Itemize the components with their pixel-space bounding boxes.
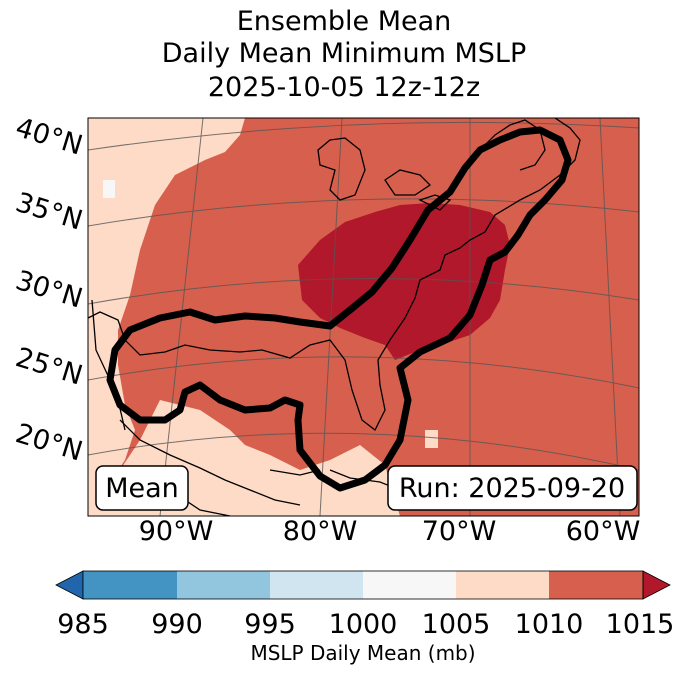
colorbar-extend-high: [642, 570, 671, 600]
colorbar-tick-995: 995: [244, 609, 296, 640]
lon-label-70: 70°W: [422, 516, 497, 547]
mean-box: Mean: [95, 465, 189, 511]
lat-label-25: 25°N: [12, 342, 86, 392]
colorbar-tick-1005: 1005: [422, 609, 491, 640]
colorbar-tick-990: 990: [151, 609, 203, 640]
map-area: [88, 118, 639, 516]
lon-label-90: 90°W: [139, 516, 214, 547]
field-1015: [298, 203, 510, 360]
colorbar-bin-1000-1005: [363, 571, 456, 599]
lat-label-35: 35°N: [12, 187, 86, 237]
title-line-2: Daily Mean Minimum MSLP: [161, 38, 527, 69]
colorbar-tick-1000: 1000: [329, 609, 398, 640]
colorbar-tick-985: 985: [57, 609, 109, 640]
lon-label-60: 60°W: [566, 516, 641, 547]
colorbar-bin-995-1000: [270, 571, 363, 599]
field-1005-west: [88, 118, 245, 516]
colorbar-tick-1015: 1015: [606, 609, 675, 640]
colorbar-bin-985-990: [83, 571, 177, 599]
colorbar-bin-990-995: [177, 571, 270, 599]
title-line-3: 2025-10-05 12z-12z: [207, 72, 481, 103]
field-1005-patch: [425, 430, 438, 448]
colorbar-bin-1005-1010: [456, 571, 549, 599]
colorbar-label: MSLP Daily Mean (mb): [250, 641, 475, 665]
run-box-text: Run: 2025-09-20: [399, 473, 625, 504]
longitude-labels: 90°W 80°W 70°W 60°W: [139, 516, 641, 547]
mean-box-text: Mean: [105, 473, 179, 504]
threshold-outline: [106, 126, 572, 492]
colorbar: 985 990 995 1000 1005 1010 1015 MSLP Dai…: [55, 570, 675, 665]
run-box: Run: 2025-09-20: [387, 465, 638, 511]
colorbar-tick-1010: 1010: [515, 609, 584, 640]
lat-label-20: 20°N: [12, 418, 86, 468]
latitude-labels: 40°N 35°N 30°N 25°N 20°N: [12, 112, 86, 468]
colorbar-bin-1010-1015: [549, 571, 643, 599]
lat-label-30: 30°N: [12, 265, 86, 315]
lat-label-40: 40°N: [12, 112, 86, 162]
lon-label-80: 80°W: [283, 516, 358, 547]
field-1000-spot: [103, 180, 115, 198]
colorbar-extend-low: [55, 570, 84, 600]
title-line-1: Ensemble Mean: [236, 6, 452, 37]
map-frame: [87, 117, 640, 517]
